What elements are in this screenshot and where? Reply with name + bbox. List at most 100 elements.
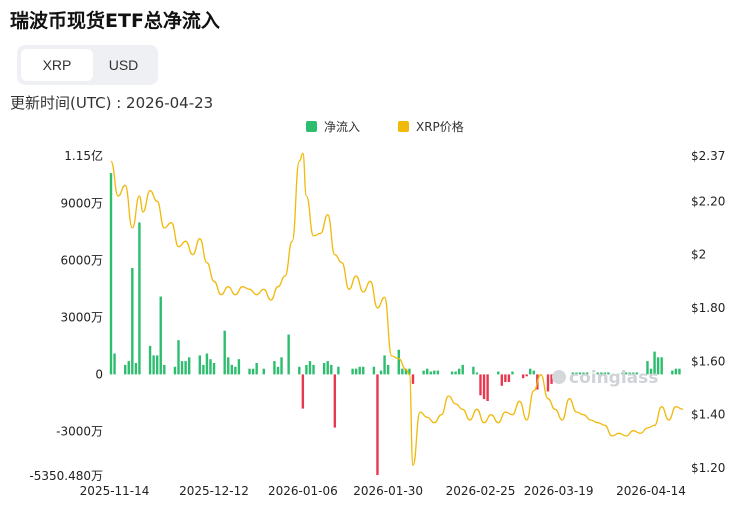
netflow-bar: [155, 355, 159, 375]
netflow-bar: [632, 372, 635, 375]
netflow-bar: [202, 364, 205, 375]
netflow-bar: [273, 361, 276, 375]
netflow-bar: [198, 355, 202, 375]
netflow-bar: [159, 296, 162, 375]
netflow-bar: [383, 355, 386, 375]
tab-xrp[interactable]: XRP: [21, 49, 93, 81]
netflow-bar: [656, 357, 660, 375]
netflow-bar: [678, 368, 681, 375]
netflow-bar: [404, 368, 408, 375]
netflow-bar: [138, 222, 141, 375]
netflow-bar: [408, 368, 411, 375]
watermark-logo-icon: [552, 370, 566, 384]
y-left-tick-label: 3000万: [60, 310, 103, 324]
netflow-bar: [187, 357, 191, 375]
netflow-bar: [461, 364, 464, 375]
netflow-bar: [262, 368, 265, 375]
x-tick-label: 2026-01-06: [268, 484, 338, 498]
y-left-tick-label: 9000万: [60, 196, 103, 210]
netflow-bar: [649, 368, 653, 375]
y-right-tick-label: $1.40: [691, 408, 725, 422]
netflow-bar: [212, 362, 216, 375]
netflow-bar: [148, 345, 152, 375]
netflow-bar: [312, 364, 315, 375]
netflow-bar: [603, 372, 607, 375]
watermark: coinglass: [552, 368, 658, 388]
netflow-bar: [621, 372, 624, 375]
netflow-bar: [124, 364, 127, 375]
netflow-bar: [248, 368, 251, 375]
x-tick-label: 2025-12-12: [179, 484, 249, 498]
y-right-tick-label: $2: [691, 248, 706, 262]
netflow-bar: [330, 364, 333, 375]
netflow-bar: [223, 330, 226, 375]
netflow-bar: [163, 364, 166, 375]
netflow-bar: [230, 364, 233, 375]
netflow-bar: [401, 368, 404, 375]
updated-time: 更新时间(UTC) : 2026-04-23: [10, 94, 214, 112]
netflow-bar: [497, 371, 500, 375]
netflow-bar: [322, 362, 326, 375]
x-tick-label: 2026-04-14: [616, 484, 686, 498]
netflow-bar: [251, 368, 255, 375]
netflow-bar: [624, 372, 628, 375]
netflow-bar: [333, 374, 337, 428]
y-right-tick-label: $1.80: [691, 301, 725, 315]
netflow-bar: [386, 364, 390, 375]
x-tick-label: 2026-01-30: [353, 484, 423, 498]
netflow-bar: [529, 368, 532, 375]
netflow-bar: [326, 361, 329, 375]
netflow-bar: [301, 374, 305, 409]
legend-label-0: 净流入: [324, 120, 360, 134]
y-left-tick-label: -3000万: [56, 424, 103, 438]
netflow-bar: [646, 361, 649, 375]
netflow-bar: [585, 372, 589, 375]
netflow-bar: [205, 353, 209, 375]
y-left-tick-label: 0: [95, 367, 103, 381]
netflow-bar: [500, 374, 504, 386]
x-tick-label: 2026-03-19: [524, 484, 594, 498]
netflow-bar: [422, 370, 425, 375]
netflow-bar: [454, 371, 457, 375]
netflow-bar: [578, 372, 582, 375]
netflow-bar: [628, 372, 631, 375]
netflow-bar: [425, 368, 429, 375]
netflow-bar: [436, 370, 440, 375]
netflow-bar: [575, 372, 578, 375]
netflow-bar: [362, 366, 365, 375]
netflow-bar: [173, 366, 177, 375]
netflow-bar: [351, 368, 354, 375]
netflow-bar: [177, 340, 180, 375]
netflow-bar: [450, 371, 454, 375]
netflow-bar: [671, 370, 674, 375]
tab-usd[interactable]: USD: [108, 57, 139, 73]
netflow-bar: [521, 374, 525, 379]
netflow-bar: [237, 359, 241, 375]
netflow-bar: [582, 372, 585, 375]
netflow-bar: [607, 372, 610, 375]
netflow-bar: [113, 353, 116, 375]
netflow-bar: [674, 368, 678, 375]
netflow-bar: [337, 366, 340, 375]
netflow-bar: [635, 372, 639, 375]
netflow-bar: [184, 361, 187, 375]
netflow-bar: [209, 359, 212, 375]
netflow-bar: [475, 372, 479, 375]
netflow-bar: [486, 374, 489, 401]
netflow-bar: [660, 357, 663, 375]
netflow-bar: [109, 173, 113, 375]
y-right-tick-label: $1.60: [691, 354, 725, 368]
y-right-tick-label: $1.20: [691, 461, 725, 475]
netflow-bar: [134, 362, 138, 375]
netflow-bar: [276, 366, 280, 375]
legend-swatch-1: [398, 121, 409, 132]
netflow-bar: [305, 364, 308, 375]
netflow-bar: [234, 366, 237, 375]
watermark-text: coinglass: [569, 368, 659, 388]
currency-tabs: XRP USD: [17, 45, 158, 85]
netflow-bar: [127, 361, 130, 375]
legend-swatch-0: [306, 121, 317, 132]
netflow-bar: [131, 268, 134, 375]
netflow-bar: [429, 371, 432, 375]
